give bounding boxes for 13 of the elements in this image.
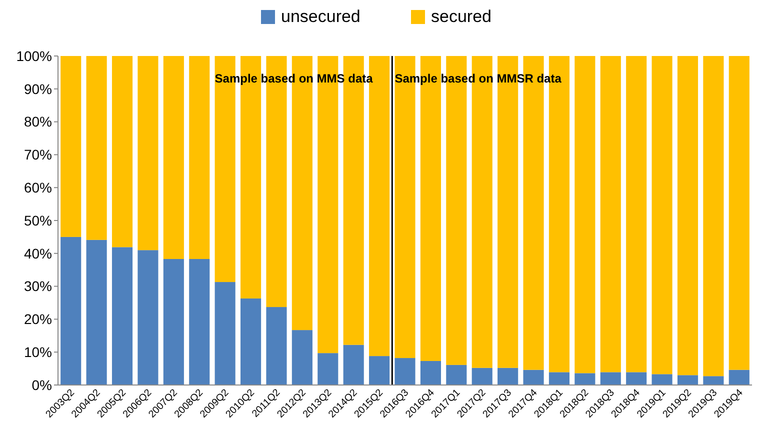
y-tick-label: 30% <box>24 278 52 294</box>
y-tick-label: 10% <box>24 344 52 360</box>
legend-label: secured <box>431 7 492 26</box>
y-tick-label: 70% <box>24 146 52 163</box>
y-tick-label: 0% <box>32 376 52 393</box>
y-tick-label: 40% <box>24 245 52 262</box>
y-tick-label: 20% <box>24 311 52 328</box>
y-tick-label: 50% <box>24 212 52 228</box>
legend-label: unsecured <box>281 7 360 26</box>
y-tick-label: 100% <box>16 48 52 64</box>
y-tick-label: 80% <box>24 114 52 130</box>
y-tick-label: 60% <box>24 180 52 196</box>
y-tick-label: 90% <box>24 80 52 97</box>
